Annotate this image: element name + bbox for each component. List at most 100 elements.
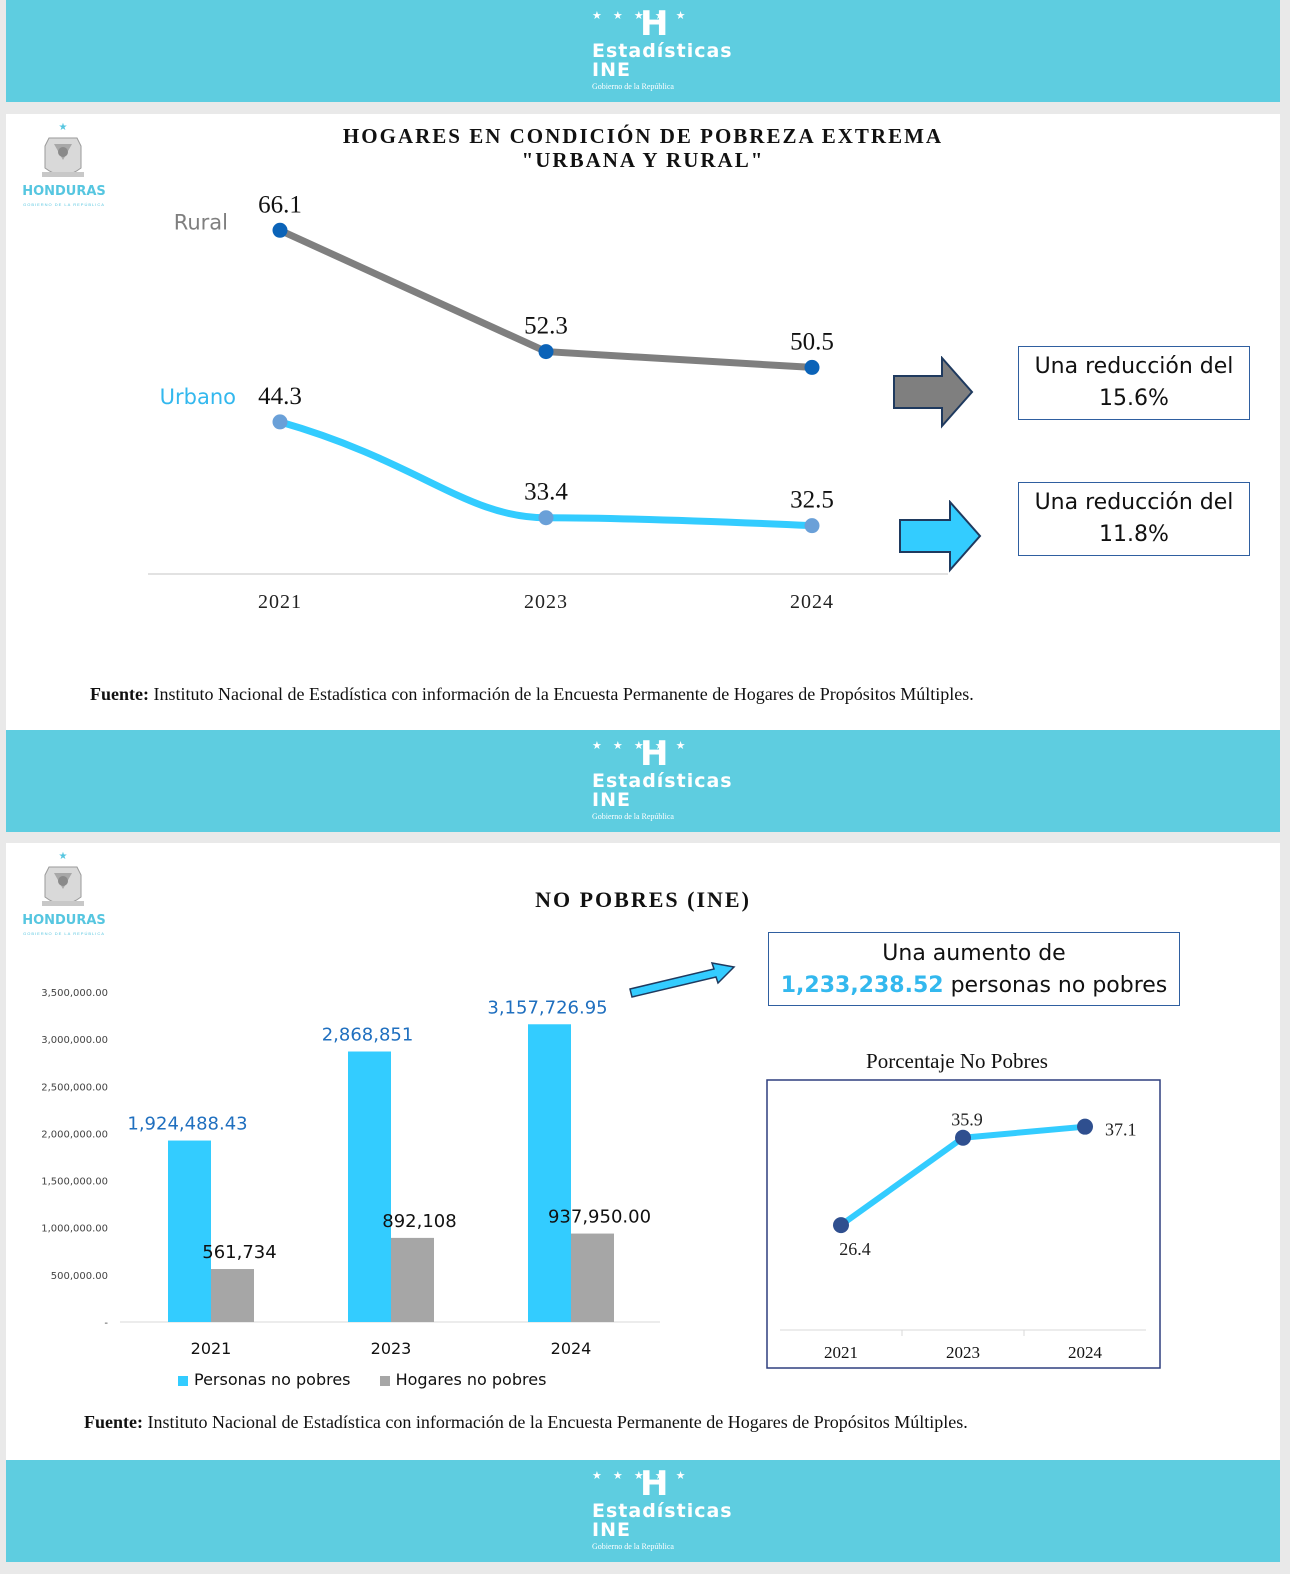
- svg-text:★: ★: [59, 122, 68, 133]
- x-tick-label: 2021: [191, 1339, 232, 1358]
- svg-text:★: ★: [59, 851, 68, 862]
- stars-icon: ★ ★ ★ ★ ★: [592, 10, 690, 22]
- panel2-source-text: Instituto Nacional de Estadística con in…: [142, 1412, 968, 1432]
- ine-h-mark: H: [640, 4, 669, 44]
- y-tick-label: 3,000,000.00: [41, 1035, 108, 1046]
- panel1-source-text: Instituto Nacional de Estadística con in…: [148, 684, 974, 704]
- stars-icon: ★ ★ ★ ★ ★: [592, 740, 690, 752]
- data-label: 32.5: [790, 487, 834, 514]
- bar-label-hogares: 892,108: [382, 1211, 456, 1232]
- ine-h-mark: H: [640, 1464, 669, 1504]
- bar-personas: [168, 1140, 211, 1322]
- ine-gov: Gobierno de la República: [592, 82, 674, 91]
- bar-label-hogares: 561,734: [202, 1242, 276, 1263]
- ine-h-mark: H: [640, 734, 669, 774]
- panel1-title-line1: HOGARES EN CONDICIÓN DE POBREZA EXTREMA: [342, 124, 944, 148]
- bar-personas: [348, 1051, 391, 1322]
- ine-acronym: INE: [592, 59, 631, 81]
- honduras-emblem: ★ HONDURAS GOBIERNO DE LA REPÚBLICA: [14, 847, 112, 943]
- urban-reduction-box: Una reducción del 11.8%: [1018, 482, 1250, 556]
- extreme-poverty-panel: ★ HONDURAS GOBIERNO DE LA REPÚBLICA HOGA…: [6, 114, 1280, 730]
- data-point: [538, 510, 554, 526]
- stars-icon: ★ ★ ★ ★ ★: [592, 1470, 690, 1482]
- increase-value: 1,233,238.52: [780, 973, 944, 998]
- footer-band: ★ ★ ★ ★ ★ H Estadísticas INE Gobierno de…: [6, 1460, 1280, 1562]
- bar-legend: Personas no pobres Hogares no pobres: [178, 1370, 546, 1389]
- y-tick-label: 2,000,000.00: [41, 1129, 108, 1140]
- rural-reduction-value: 15.6%: [1099, 386, 1169, 411]
- honduras-emblem: ★ HONDURAS GOBIERNO DE LA REPÚBLICA: [14, 118, 112, 214]
- data-label: 50.5: [790, 328, 834, 355]
- data-point: [804, 518, 820, 534]
- bar-label-personas: 3,157,726.95: [487, 997, 607, 1018]
- x-tick-label: 2023: [946, 1343, 980, 1362]
- panel2-source: Fuente: Instituto Nacional de Estadístic…: [84, 1412, 968, 1433]
- x-tick-label: 2024: [551, 1339, 592, 1358]
- middle-band: ★ ★ ★ ★ ★ H Estadísticas INE Gobierno de…: [6, 730, 1280, 832]
- data-label: 52.3: [524, 313, 568, 340]
- pct-label: 37.1: [1105, 1120, 1137, 1140]
- increase-text: Una aumento de: [882, 941, 1066, 966]
- pct-no-poor-chart: Porcentaje No Pobres 2021 2023 2024 26.4 35.9…: [766, 1049, 1161, 1369]
- data-label: 44.3: [258, 383, 302, 410]
- x-tick-label: 2021: [258, 591, 302, 613]
- bar-label-personas: 2,868,851: [322, 1025, 414, 1046]
- y-tick-label: 3,500,000.00: [41, 988, 108, 999]
- urban-reduction-value: 11.8%: [1099, 522, 1169, 547]
- increase-detail: 1,233,238.52 personas no pobres: [769, 970, 1179, 1002]
- y-tick-label: -: [104, 1318, 108, 1329]
- bar-personas: [528, 1024, 571, 1322]
- data-point: [538, 344, 554, 360]
- ine-logo: ★ ★ ★ ★ ★ H Estadísticas INE Gobierno de…: [586, 4, 786, 98]
- bar-hogares: [391, 1237, 434, 1322]
- legend-hogares: Hogares no pobres: [395, 1370, 547, 1389]
- panel1-title: HOGARES EN CONDICIÓN DE POBREZA EXTREMA …: [6, 124, 1280, 172]
- panel2-title: NO POBRES (INE): [535, 887, 751, 912]
- pct-chart-title: Porcentaje No Pobres: [866, 1049, 1048, 1073]
- x-tick-label: 2021: [824, 1343, 858, 1362]
- honduras-sub: GOBIERNO DE LA REPÚBLICA: [23, 202, 105, 207]
- data-label: 66.1: [258, 191, 302, 218]
- rural-reduction-text: Una reducción del: [1034, 354, 1234, 379]
- legend-hogares-swatch: [379, 1375, 390, 1386]
- pct-point: [1077, 1118, 1093, 1135]
- data-point: [272, 414, 288, 430]
- honduras-sub: GOBIERNO DE LA REPÚBLICA: [23, 931, 105, 936]
- pct-label: 26.4: [839, 1239, 871, 1259]
- ine-acronym: INE: [592, 789, 631, 811]
- no-poor-bar-chart: - 500,000.00 1,000,000.00 1,500,000.00 2,000…: [41, 988, 660, 1358]
- x-tick-label: 2023: [371, 1339, 412, 1358]
- bar-label-hogares: 937,950.00: [548, 1207, 651, 1228]
- series-label-urbano: Urbano: [160, 385, 236, 409]
- panel1-source: Fuente: Instituto Nacional de Estadístic…: [90, 684, 974, 705]
- ine-name: Estadísticas: [592, 1500, 733, 1522]
- data-label: 33.4: [524, 479, 568, 506]
- rural-reduction-box: Una reducción del 15.6%: [1018, 346, 1250, 420]
- increase-box: Una aumento de 1,233,238.52 personas no …: [768, 932, 1180, 1006]
- ine-gov: Gobierno de la República: [592, 1542, 674, 1551]
- ine-acronym: INE: [592, 1519, 631, 1541]
- rural-arrow-icon: [893, 356, 974, 429]
- pct-chart-frame: [766, 1079, 1161, 1369]
- ine-logo-middle: ★ ★ ★ ★ ★ H Estadísticas INE Gobierno de…: [586, 734, 786, 828]
- pct-point: [833, 1217, 849, 1234]
- increase-arrow-icon: [629, 962, 736, 998]
- series-line-urbano: [276, 418, 816, 530]
- data-point: [804, 359, 820, 375]
- series-label-rural: Rural: [174, 210, 228, 234]
- pct-label: 35.9: [951, 1110, 983, 1130]
- y-tick-label: 1,000,000.00: [41, 1224, 108, 1235]
- x-tick-label: 2024: [1068, 1343, 1103, 1362]
- ine-gov: Gobierno de la República: [592, 812, 674, 821]
- panel2-source-label: Fuente:: [84, 1412, 143, 1432]
- honduras-label: HONDURAS: [22, 184, 106, 199]
- x-tick-label: 2024: [790, 591, 834, 613]
- y-tick-label: 2,500,000.00: [41, 1082, 108, 1093]
- header-band: ★ ★ ★ ★ ★ H Estadísticas INE Gobierno de…: [6, 0, 1280, 102]
- x-tick-label: 2023: [524, 591, 568, 613]
- coat-of-arms-icon: ★: [42, 851, 84, 906]
- legend-personas: Personas no pobres: [194, 1370, 351, 1389]
- legend-personas-swatch: [178, 1375, 188, 1386]
- panel1-title-line2: "URBANA Y RURAL": [521, 148, 765, 172]
- ine-logo-footer: ★ ★ ★ ★ ★ H Estadísticas INE Gobierno de…: [586, 1464, 786, 1558]
